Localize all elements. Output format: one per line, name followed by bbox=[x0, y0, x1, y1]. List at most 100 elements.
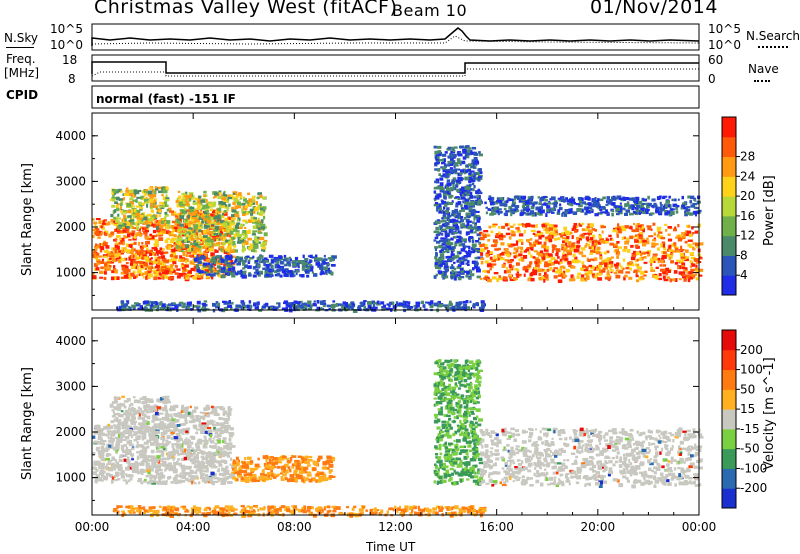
power-echo-cell bbox=[639, 227, 643, 231]
power-echo-cell bbox=[508, 236, 512, 240]
power-echo-cell bbox=[606, 271, 610, 276]
power-echo-cell bbox=[442, 192, 448, 196]
power-echo-cell bbox=[539, 206, 543, 210]
power-echo-cell bbox=[258, 270, 264, 274]
power-echo-cell bbox=[242, 207, 247, 211]
power-echo-cell bbox=[144, 257, 150, 260]
power-echo-cell bbox=[612, 229, 618, 233]
power-echo-cell bbox=[543, 248, 549, 252]
power-echo-cell bbox=[441, 262, 446, 265]
power-echo-cell bbox=[514, 205, 520, 208]
power-echo-cell bbox=[244, 256, 248, 259]
power-echo-cell bbox=[284, 268, 289, 272]
power-echo-cell bbox=[471, 211, 475, 216]
power-echo-cell bbox=[305, 268, 311, 272]
power-echo-cell bbox=[265, 263, 271, 267]
power-echo-cell bbox=[230, 222, 235, 226]
velocity-echo-cell bbox=[157, 479, 161, 483]
power-echo-cell bbox=[204, 253, 208, 257]
power-echo-cell bbox=[629, 235, 634, 240]
power-echo-cell bbox=[331, 264, 336, 267]
power-echo-cell bbox=[198, 257, 202, 261]
power-echo-cell bbox=[684, 240, 688, 244]
power-echo-cell bbox=[446, 190, 450, 194]
power-echo-cell bbox=[190, 307, 193, 311]
power-echo-cell bbox=[650, 257, 654, 262]
power-echo-cell bbox=[650, 228, 653, 231]
power-echo-cell bbox=[625, 209, 630, 213]
power-echo-cell bbox=[450, 157, 454, 162]
power-echo-cell bbox=[495, 233, 499, 237]
power-echo-cell bbox=[523, 224, 526, 228]
power-echo-cell bbox=[503, 270, 507, 274]
power-echo-cell bbox=[223, 227, 227, 230]
power-echo-cell bbox=[466, 164, 470, 168]
power-echo-cell bbox=[133, 189, 138, 193]
power-echo-cell bbox=[145, 261, 148, 264]
power-echo-cell bbox=[230, 249, 235, 253]
power-echo-cell bbox=[240, 269, 243, 274]
power-echo-cell bbox=[599, 238, 604, 242]
power-echo-cell bbox=[274, 265, 278, 268]
power-echo-cell bbox=[123, 275, 129, 279]
power-echo-cell bbox=[695, 260, 699, 264]
power-echo-cell bbox=[236, 222, 241, 225]
power-echo-cell bbox=[434, 248, 437, 252]
power-echo-cell bbox=[180, 246, 183, 249]
power-echo-cell bbox=[635, 274, 639, 278]
power-echo-cell bbox=[150, 301, 156, 305]
power-echo-cell bbox=[591, 210, 594, 214]
power-echo-cell bbox=[565, 245, 570, 248]
velocity-echo-cell bbox=[145, 455, 150, 459]
power-echo-cell bbox=[134, 302, 139, 305]
power-echo-cell bbox=[259, 194, 263, 199]
power-echo-cell bbox=[450, 248, 455, 252]
power-echo-region-0 bbox=[92, 217, 172, 281]
power-echo-cell bbox=[177, 220, 181, 224]
power-echo-cell bbox=[472, 182, 475, 186]
power-echo-cell bbox=[601, 230, 604, 234]
power-echo-cell bbox=[455, 196, 460, 199]
power-echo-cell bbox=[697, 209, 702, 213]
power-echo-cell bbox=[453, 219, 459, 222]
power-echo-cell bbox=[585, 229, 589, 232]
power-echo-cell bbox=[274, 274, 277, 277]
power-echo-cell bbox=[554, 245, 557, 248]
power-echo-cell bbox=[402, 300, 405, 305]
power-echo-cell bbox=[166, 208, 169, 212]
power-echo-cell bbox=[144, 221, 148, 224]
power-echo-cell bbox=[698, 274, 703, 277]
power-echo-cell bbox=[475, 302, 479, 305]
power-echo-cell bbox=[307, 304, 313, 308]
power-echo-cell bbox=[544, 224, 548, 228]
power-echo-cell bbox=[222, 220, 227, 223]
power-echo-cell bbox=[245, 241, 249, 245]
power-echo-cell bbox=[611, 209, 615, 213]
power-echo-cell bbox=[291, 271, 295, 274]
power-echo-cell bbox=[175, 199, 179, 204]
power-echo-cell bbox=[601, 225, 606, 229]
power-echo-cell bbox=[187, 212, 193, 216]
power-echo-cell bbox=[531, 213, 536, 217]
power-echo-cell bbox=[476, 194, 480, 198]
power-echo-cell bbox=[556, 237, 561, 241]
power-echo-cell bbox=[475, 171, 480, 175]
power-echo-cell bbox=[532, 232, 536, 235]
power-echo-cell bbox=[638, 257, 643, 261]
power-echo-cell bbox=[122, 223, 126, 228]
power-echo-cell bbox=[549, 266, 553, 270]
power-echo-cell bbox=[110, 218, 114, 223]
power-echo-cell bbox=[683, 206, 687, 210]
velocity-echo-cell bbox=[127, 462, 130, 466]
power-echo-cell bbox=[185, 203, 190, 206]
power-echo-cell bbox=[218, 212, 221, 216]
power-echo-cell bbox=[584, 244, 587, 248]
power-echo-cell bbox=[264, 259, 269, 263]
power-echo-cell bbox=[490, 196, 495, 201]
power-echo-cell bbox=[320, 270, 324, 274]
power-echo-cell bbox=[499, 202, 502, 207]
power-echo-cell bbox=[221, 212, 225, 216]
power-echo-cell bbox=[643, 210, 649, 215]
power-echo-cell bbox=[568, 202, 571, 206]
power-echo-cell bbox=[116, 245, 120, 250]
